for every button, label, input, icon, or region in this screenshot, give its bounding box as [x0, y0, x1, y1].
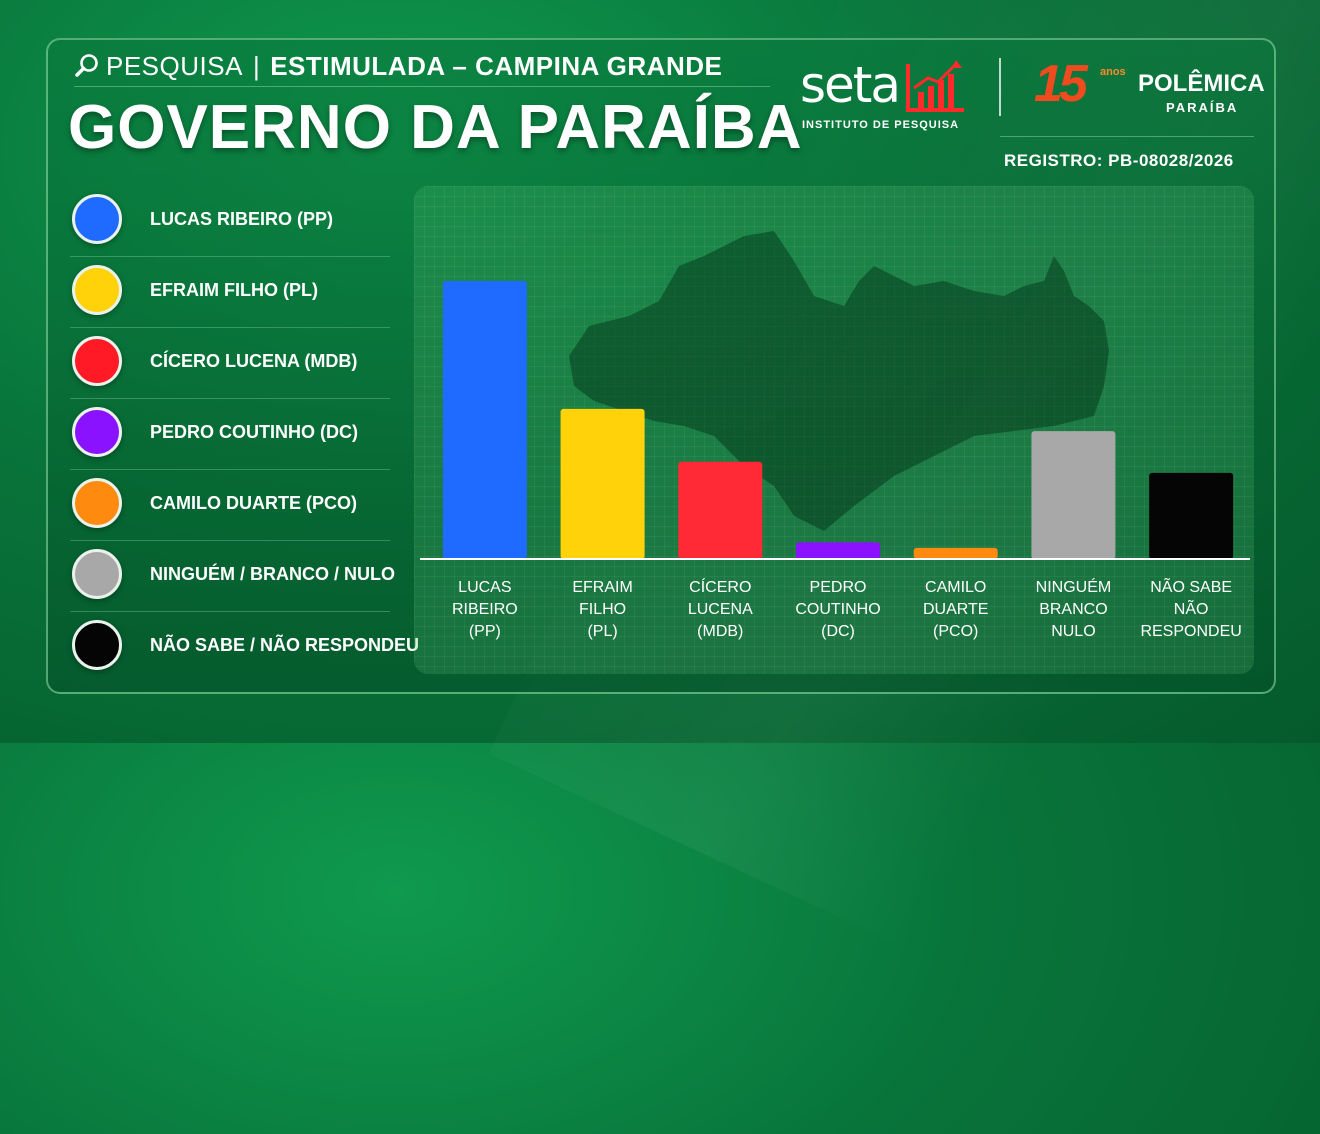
bar — [1031, 431, 1116, 559]
category-label: PEDRO — [810, 579, 867, 596]
paraiba-map-silhouette — [569, 231, 1109, 531]
category-label: LUCAS — [458, 579, 511, 596]
seta-logo-word: seta — [800, 56, 901, 114]
category-label: BRANCO — [1039, 601, 1107, 618]
survey-subtitle: ESTIMULADA – CAMPINA GRANDE — [270, 50, 723, 81]
legend-label: NÃO SABE / NÃO RESPONDEU — [150, 635, 420, 655]
category-label: COUTINHO — [795, 601, 880, 618]
bar — [1149, 472, 1234, 559]
registro-divider — [1000, 136, 1254, 137]
registration-number: REGISTRO: PB-08028/2026 — [1004, 151, 1234, 170]
legend-label: EFRAIM FILHO (PL) — [150, 280, 318, 300]
legend-label: CÍCERO LUCENA (MDB) — [150, 351, 358, 371]
category-label: (DC) — [821, 623, 855, 640]
category-label: CÍCERO — [689, 577, 751, 596]
header-line: PESQUISA | ESTIMULADA – CAMPINA GRANDE — [74, 50, 722, 82]
logo-divider — [999, 58, 1001, 116]
search-icon — [75, 54, 98, 77]
legend-swatch — [72, 549, 122, 599]
category-label: NÃO — [1174, 598, 1209, 618]
category-label: DUARTE — [923, 601, 989, 618]
polemica-state: PARAÍBA — [1166, 100, 1239, 115]
chart-texture — [414, 186, 1254, 674]
category-label: EFRAIM — [572, 579, 632, 596]
category-label: NINGUÉM — [1036, 577, 1112, 596]
category-label: NULO — [1051, 623, 1095, 640]
category-label: FILHO — [579, 601, 626, 618]
legend-item: PEDRO COUTINHO (DC) — [70, 399, 390, 470]
category-label: (MDB) — [697, 623, 743, 640]
bar — [560, 408, 645, 559]
bar-chart: LUCAS RIBEIRO (PP) EFRAIM FILHO (PL) CÍCERO LUC… — [420, 231, 1250, 640]
category-label: (PP) — [469, 623, 501, 640]
header-underline — [74, 86, 770, 87]
content-frame — [46, 38, 1276, 694]
legend-item: CAMILO DUARTE (PCO) — [70, 470, 390, 541]
bar — [796, 542, 880, 559]
chart-panel: LUCAS RIBEIRO (PP) EFRAIM FILHO (PL) CÍCERO LUC… — [414, 186, 1254, 674]
seta-logo-subtitle: INSTITUTO DE PESQUISA — [802, 119, 960, 131]
polemica-anniversary-number: 15 — [1034, 55, 1088, 113]
survey-kind: PESQUISA — [106, 50, 243, 81]
chart-legend: LUCAS RIBEIRO (PP) EFRAIM FILHO (PL) CÍC… — [70, 186, 419, 683]
legend-swatch — [72, 265, 122, 315]
legend-item: NINGUÉM / BRANCO / NULO — [70, 541, 395, 612]
polemica-anniversary-label: anos — [1100, 66, 1126, 78]
legend-item: NÃO SABE / NÃO RESPONDEU — [70, 612, 419, 683]
legend-swatch — [72, 194, 122, 244]
category-label: (PCO) — [933, 623, 978, 640]
legend-label: NINGUÉM / BRANCO / NULO — [150, 564, 395, 584]
category-label: RESPONDEU — [1140, 623, 1241, 640]
legend-item: CÍCERO LUCENA (MDB) — [70, 328, 390, 399]
legend-swatch — [72, 407, 122, 457]
legend-swatch — [72, 478, 122, 528]
legend-item: EFRAIM FILHO (PL) — [70, 257, 390, 328]
seta-logo: seta INSTITUTO DE PESQUISA — [800, 56, 970, 136]
bar-chart-arrow-icon — [906, 60, 964, 112]
category-label: (PL) — [587, 623, 617, 640]
category-label: RIBEIRO — [452, 601, 518, 618]
legend-label: PEDRO COUTINHO (DC) — [150, 422, 358, 442]
header-separator: | — [252, 50, 261, 81]
page-title: GOVERNO DA PARAÍBA — [68, 93, 803, 162]
category-label: LUCENA — [688, 601, 753, 618]
bar — [678, 461, 763, 559]
bar — [913, 547, 998, 559]
legend-label: CAMILO DUARTE (PCO) — [150, 493, 357, 513]
legend-label: LUCAS RIBEIRO (PP) — [150, 209, 334, 229]
category-label: CAMILO — [925, 579, 986, 596]
polemica-name: POLÊMICA — [1138, 70, 1265, 97]
bar — [442, 281, 527, 559]
category-label: NÃO SABE — [1150, 576, 1232, 596]
legend-swatch — [72, 336, 122, 386]
legend-item: LUCAS RIBEIRO (PP) — [70, 186, 390, 257]
legend-swatch — [72, 620, 122, 670]
polemica-logo: 15 anos POLÊMICA PARAÍBA — [1030, 55, 1265, 126]
